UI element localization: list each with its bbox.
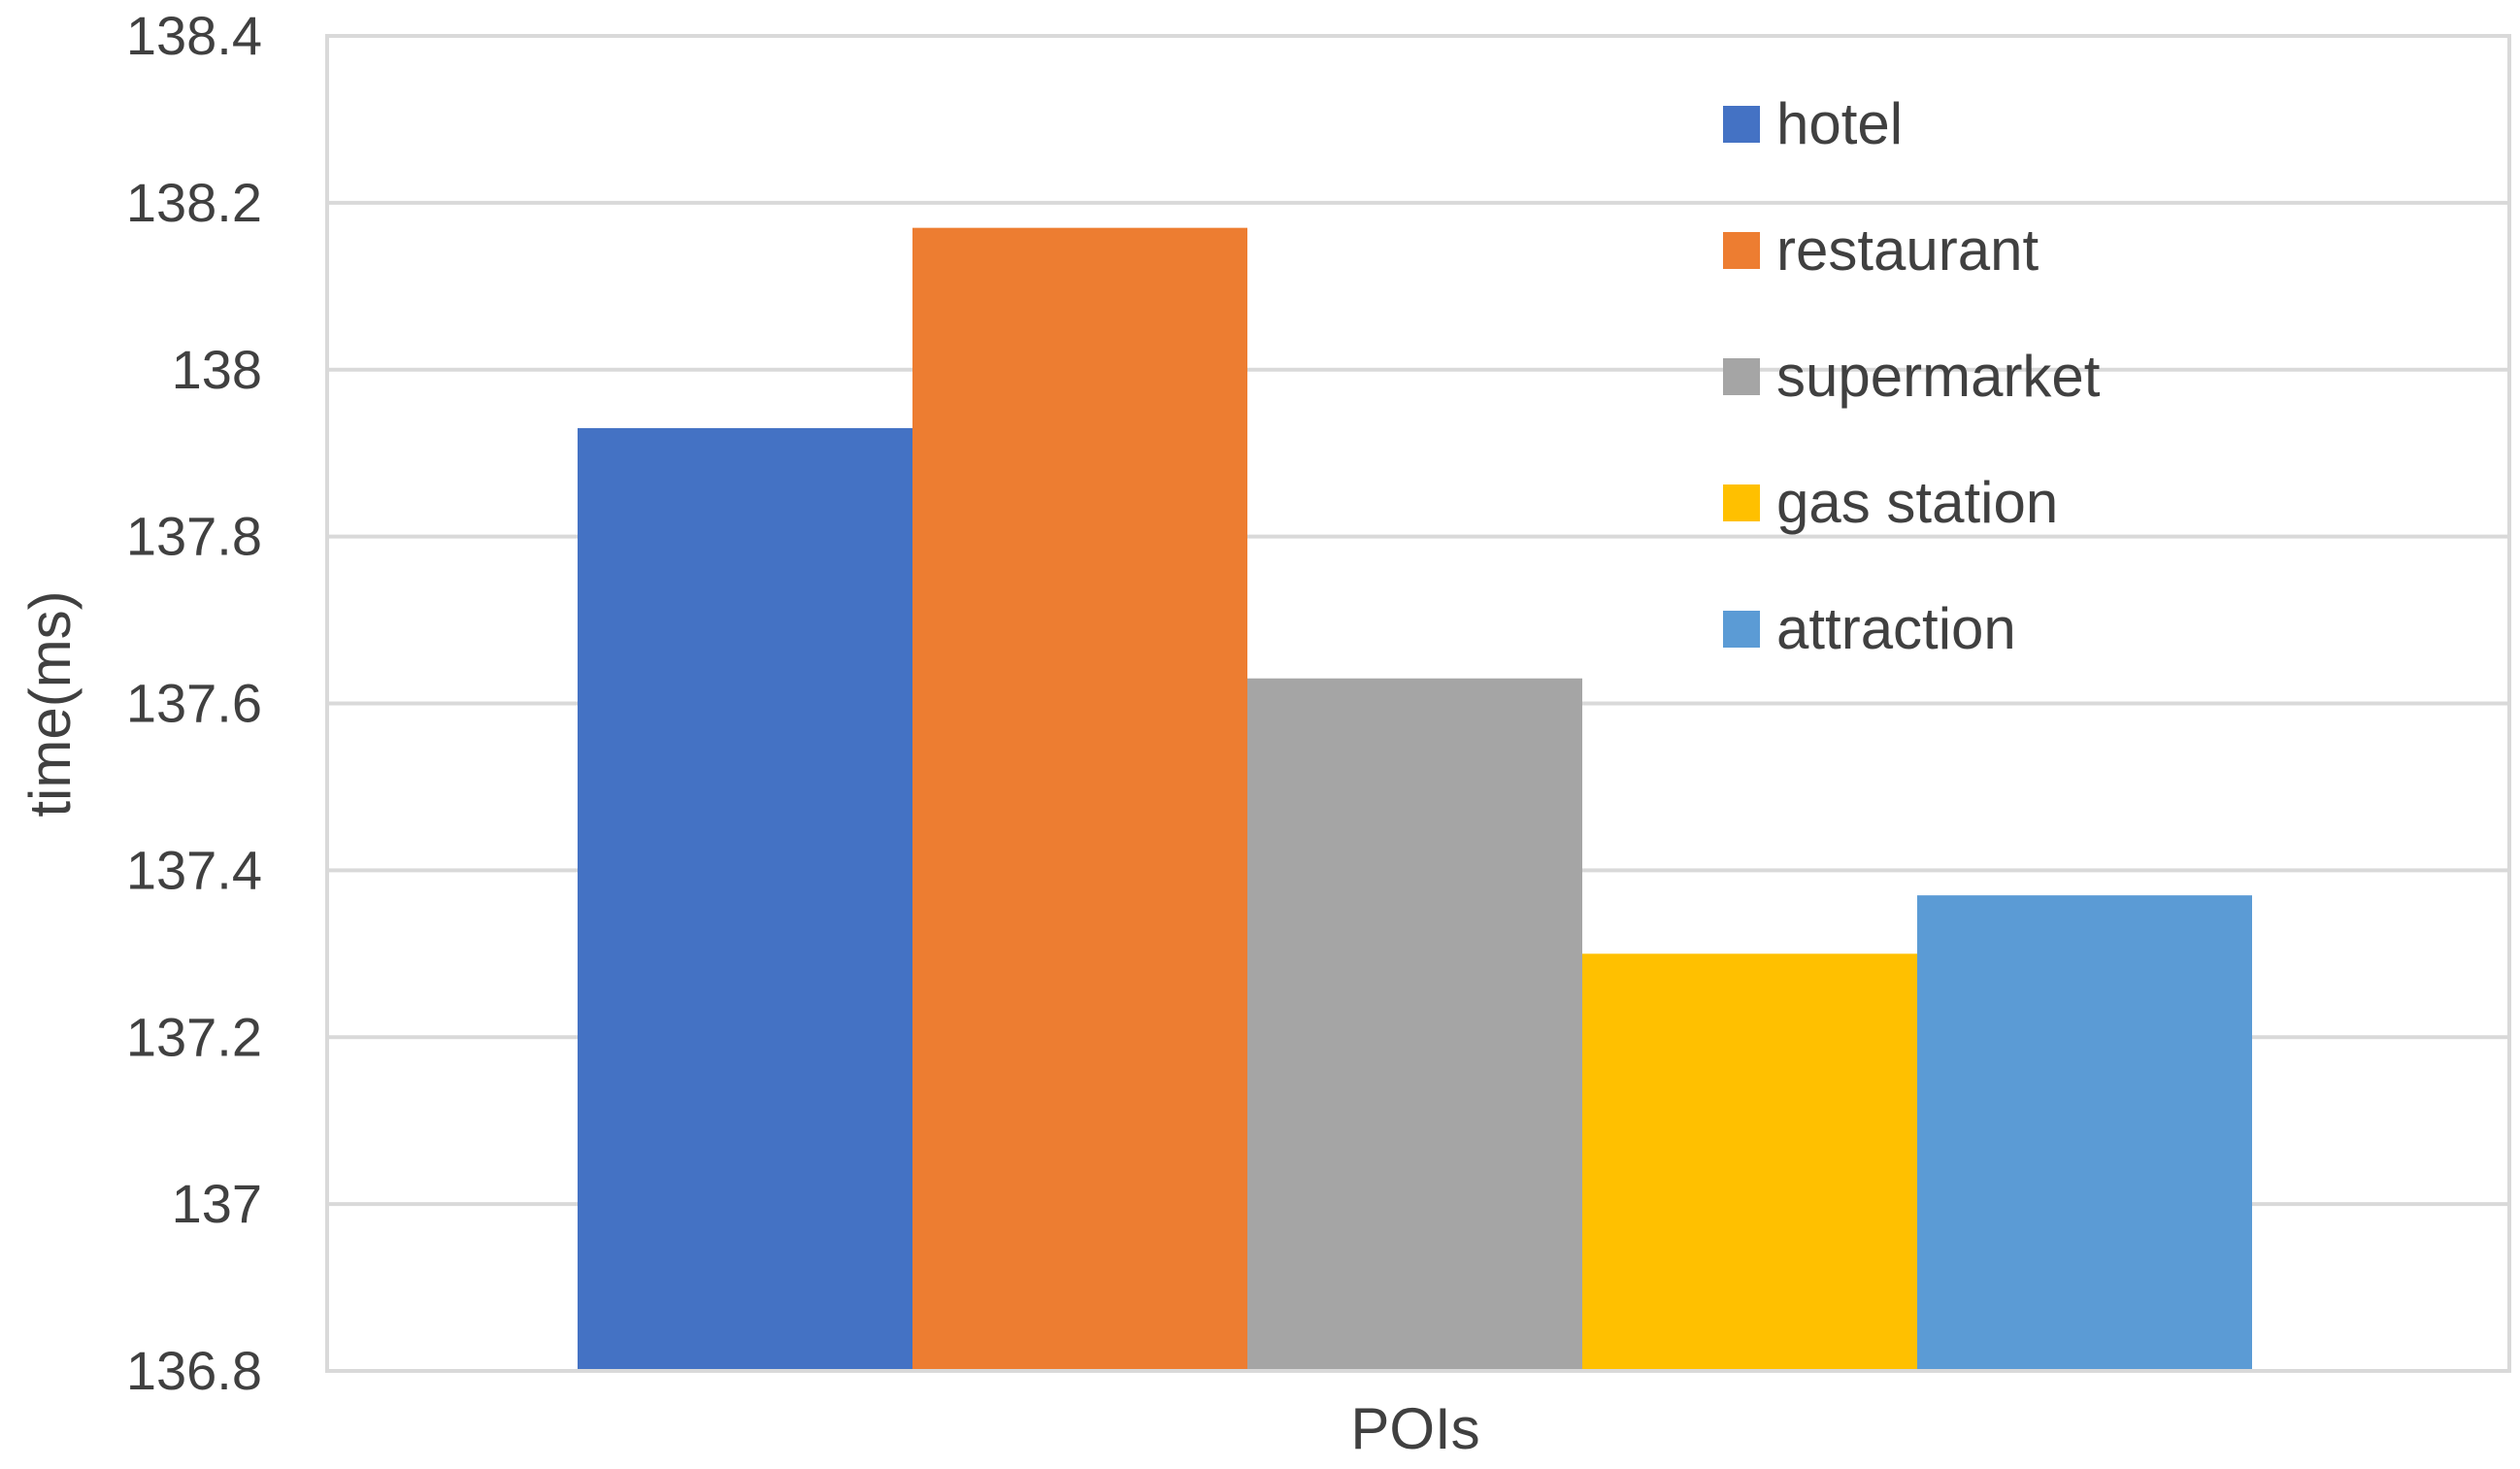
legend-swatch-hotel — [1723, 106, 1760, 143]
y-tick-label: 137.6 — [126, 673, 262, 734]
legend-label-restaurant: restaurant — [1776, 217, 2039, 283]
y-tick-label: 137.2 — [126, 1006, 262, 1067]
y-tick-label: 138.4 — [126, 5, 262, 66]
plot-area-border — [325, 34, 2511, 1373]
bar-gas-station — [1582, 953, 1917, 1371]
y-axis-ticks: 136.8 137 137.2 137.4 137.6 137.8 138 138.2 138.… — [126, 5, 262, 1401]
bar-restaurant — [912, 227, 1247, 1371]
y-tick-label: 137.4 — [126, 839, 262, 900]
y-axis-title: time(ms) — [17, 590, 83, 817]
legend-label-hotel: hotel — [1776, 91, 1903, 156]
bars — [578, 227, 2252, 1371]
bar-supermarket — [1247, 678, 1582, 1371]
y-tick-label: 137 — [172, 1173, 262, 1234]
y-tick-label: 136.8 — [126, 1340, 262, 1401]
legend-swatch-attraction — [1723, 611, 1760, 648]
x-axis-title: POIs — [1350, 1396, 1479, 1461]
legend-swatch-restaurant — [1723, 232, 1760, 269]
y-tick-label: 138.2 — [126, 172, 262, 233]
bar-hotel — [578, 427, 912, 1371]
legend: hotel restaurant supermarket gas station att… — [1723, 91, 2101, 661]
y-tick-label: 138 — [172, 339, 262, 400]
y-tick-label: 137.8 — [126, 506, 262, 567]
legend-swatch-supermarket — [1723, 358, 1760, 395]
legend-label-gas-station: gas station — [1776, 470, 2058, 535]
legend-label-supermarket: supermarket — [1776, 344, 2101, 409]
legend-label-attraction: attraction — [1776, 596, 2016, 661]
legend-swatch-gas-station — [1723, 484, 1760, 521]
bar-attraction — [1917, 895, 2252, 1371]
